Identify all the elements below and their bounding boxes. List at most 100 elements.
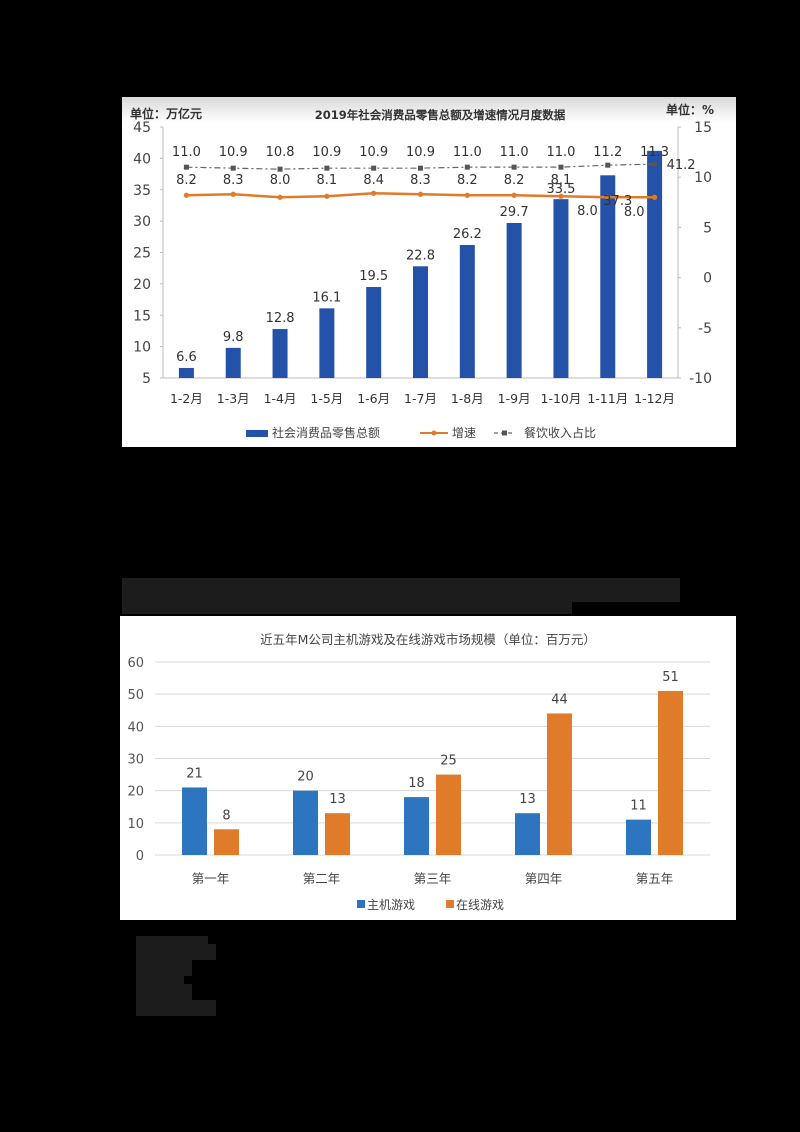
- game-market-chart: 近五年M公司主机游戏及在线游戏市场规模（单位：百万元） 0 10 20 30 40 50 60…: [120, 616, 736, 920]
- label-retail-total: 6.6: [176, 350, 197, 365]
- marker-catering-share: [324, 165, 330, 171]
- marker-growth-rate: [417, 191, 424, 197]
- label-growth-rate: 8.3: [223, 173, 244, 188]
- bar-console-games: [404, 797, 429, 855]
- label-growth-rate: 8.1: [317, 173, 338, 188]
- bar-retail-total: [319, 308, 335, 378]
- marker-catering-share: [605, 162, 611, 168]
- label-console-games: 13: [519, 792, 536, 807]
- label-catering-share: 11.0: [546, 145, 575, 160]
- label-retail-total: 37.3: [603, 194, 632, 209]
- marker-catering-share: [464, 164, 470, 170]
- bar-retail-total: [413, 266, 428, 378]
- y-tick-label: 10: [127, 817, 144, 832]
- bar-console-games: [182, 787, 207, 855]
- y-tick-label: 0: [136, 849, 144, 864]
- redacted-text-block: [136, 944, 216, 960]
- bar-console-games: [626, 819, 651, 855]
- right-tick-label: -5: [698, 321, 712, 337]
- label-catering-share: 11.0: [172, 145, 201, 160]
- x-tick-label: 第一年: [192, 871, 230, 886]
- bar-online-games: [436, 774, 461, 855]
- left-tick-label: 40: [133, 151, 151, 167]
- bar-retail-total: [178, 367, 194, 378]
- label-growth-rate: 8.3: [410, 173, 431, 188]
- chart-title: 近五年M公司主机游戏及在线游戏市场规模（单位：百万元）: [260, 632, 596, 647]
- bar-retail-total: [459, 244, 475, 378]
- label-catering-share: 10.8: [266, 145, 295, 160]
- marker-growth-rate: [651, 194, 658, 200]
- x-tick-label: 第五年: [636, 871, 674, 886]
- x-tick-label: 1-3月: [217, 391, 250, 406]
- legend-label-retail-total: 社会消费品零售总额: [272, 425, 380, 440]
- label-growth-rate: 8.0: [270, 173, 291, 188]
- bar-console-games: [515, 813, 540, 855]
- x-tick-label: 第三年: [414, 871, 452, 886]
- left-tick-label: 15: [133, 308, 151, 324]
- label-retail-total: 22.8: [406, 248, 435, 263]
- retail-sales-chart: 单位：万亿元 2019年社会消费品零售总额及增速情况月度数据 单位：% 5 10 15 20…: [122, 97, 736, 447]
- bar-online-games: [547, 713, 572, 855]
- y-tick-label: 50: [127, 688, 144, 703]
- x-tick-label: 1-2月: [170, 391, 203, 406]
- x-tick-label: 1-6月: [357, 391, 390, 406]
- marker-growth-rate: [605, 194, 611, 200]
- y-tick-label: 40: [127, 720, 144, 735]
- label-retail-total: 41.2: [667, 158, 696, 173]
- label-growth-rate: 8.2: [176, 173, 197, 188]
- legend-label-catering-share: 餐饮收入占比: [524, 425, 596, 440]
- label-retail-total: 26.2: [453, 227, 482, 242]
- marker-catering-share: [277, 166, 283, 172]
- label-retail-total: 9.8: [223, 330, 244, 345]
- label-growth-rate: 8.4: [363, 173, 384, 188]
- label-online-games: 8: [222, 808, 230, 823]
- marker-growth-rate: [230, 191, 236, 197]
- left-tick-label: 20: [133, 277, 151, 293]
- marker-catering-share: [652, 161, 658, 167]
- bar-retail-total: [647, 150, 663, 378]
- x-tick-label: 1-4月: [264, 391, 297, 406]
- label-retail-total: 29.7: [500, 205, 529, 220]
- label-catering-share: 10.9: [406, 145, 435, 160]
- marker-growth-rate: [183, 192, 190, 198]
- marker-growth-rate: [324, 193, 330, 199]
- label-online-games: 25: [440, 754, 457, 769]
- x-tick-label: 1-10月: [541, 391, 582, 406]
- label-console-games: 21: [186, 766, 203, 781]
- label-growth-rate: 8.2: [457, 173, 478, 188]
- label-catering-share: 11.3: [640, 145, 669, 160]
- right-tick-label: -10: [689, 371, 712, 387]
- x-tick-label: 第四年: [525, 871, 563, 886]
- label-growth-rate: 8.2: [504, 173, 525, 188]
- right-tick-label: 15: [694, 120, 712, 136]
- left-tick-label: 5: [142, 371, 151, 387]
- x-tick-label: 1-9月: [498, 391, 531, 406]
- label-retail-total: 12.8: [266, 311, 295, 326]
- label-online-games: 13: [329, 792, 346, 807]
- legend-swatch-online-games: [446, 900, 454, 908]
- marker-catering-share: [371, 165, 377, 171]
- marker-catering-share: [511, 164, 517, 170]
- marker-growth-rate: [277, 194, 283, 200]
- marker-catering-share: [418, 165, 423, 171]
- y-tick-label: 20: [127, 785, 144, 800]
- chart-title: 2019年社会消费品零售总额及增速情况月度数据: [315, 108, 566, 122]
- label-retail-total: 16.1: [312, 290, 341, 305]
- left-tick-label: 30: [133, 214, 151, 230]
- left-tick-label: 45: [133, 120, 151, 136]
- left-unit-label: 单位：万亿元: [130, 106, 202, 121]
- y-tick-label: 30: [127, 753, 144, 768]
- label-catering-share: 11.2: [593, 145, 622, 160]
- x-tick-label: 第二年: [303, 871, 341, 886]
- marker-growth-rate: [558, 193, 564, 199]
- redacted-text-block: [136, 976, 184, 984]
- label-catering-share: 11.0: [453, 145, 482, 160]
- left-tick-label: 25: [133, 246, 151, 262]
- bar-retail-total: [272, 329, 288, 378]
- redacted-text-block: [136, 984, 192, 1000]
- label-growth-rate: 8.1: [551, 173, 572, 188]
- bar-retail-total: [600, 175, 616, 378]
- legend-label-growth-rate: 增速: [452, 426, 476, 440]
- bar-online-games: [214, 829, 239, 855]
- legend-label-online-games: 在线游戏: [456, 898, 504, 912]
